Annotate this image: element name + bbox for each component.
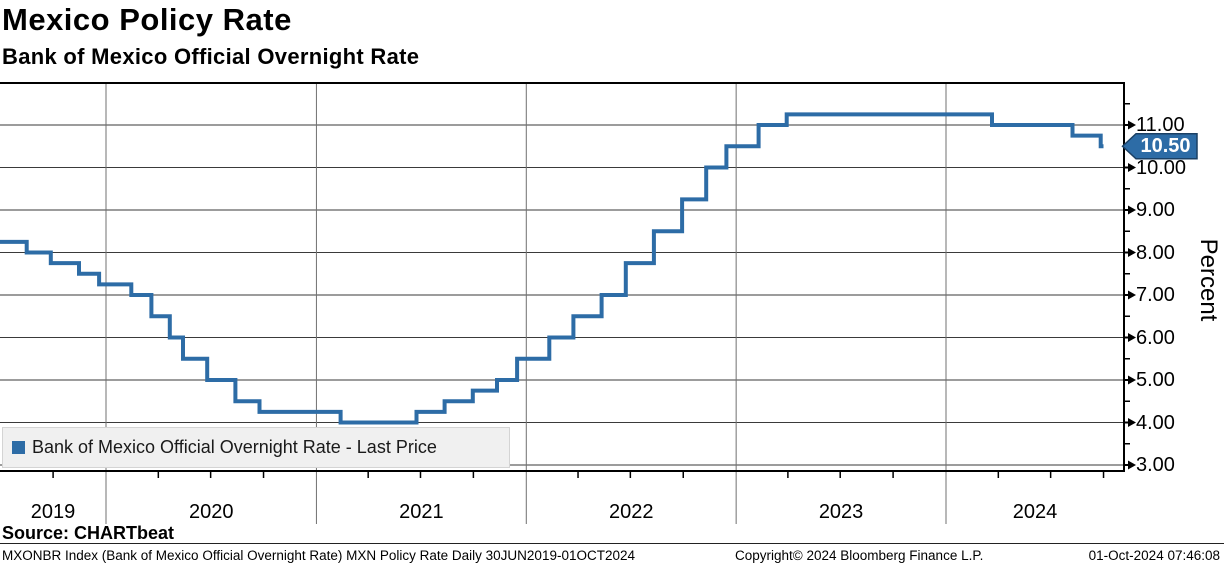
y-axis-label: 10.00 [1136, 156, 1187, 179]
page-subtitle: Bank of Mexico Official Overnight Rate [2, 44, 420, 69]
legend-swatch-icon [12, 441, 25, 454]
y-tick-arrow-icon [1128, 290, 1136, 300]
source-attribution: Source: CHARTbeat [2, 523, 175, 543]
footer-timestamp: 01-Oct-2024 07:46:08 [1088, 548, 1220, 563]
y-tick-arrow-icon [1128, 375, 1136, 385]
last-price-tag [1121, 133, 1198, 160]
footer-divider [0, 543, 1224, 544]
y-axis-label: 9.00 [1136, 199, 1175, 221]
y-tick-arrow-icon [1128, 120, 1136, 130]
page-title: Mexico Policy Rate [2, 2, 292, 37]
y-axis-label: 11.00 [1136, 114, 1185, 136]
y-axis-label: 5.00 [1136, 369, 1175, 391]
footer-security-info: MXONBR Index (Bank of Mexico Official Ov… [2, 548, 635, 563]
y-tick-arrow-icon [1128, 418, 1136, 427]
y-tick-arrow-icon [1128, 460, 1136, 470]
x-axis-year-label: 2019 [30, 501, 76, 523]
x-axis-year-label: 2021 [399, 501, 444, 523]
y-axis-label: 7.00 [1136, 284, 1175, 306]
legend: Bank of Mexico Official Overnight Rate -… [2, 427, 510, 468]
y-tick-arrow-icon [1128, 248, 1136, 257]
y-tick-arrow-icon [1128, 205, 1136, 215]
x-axis-year-label: 2023 [818, 501, 864, 523]
y-tick-arrow-icon [1128, 333, 1136, 342]
x-axis-year-label: 2022 [608, 501, 654, 523]
policy-rate-line [0, 112, 1104, 425]
legend-label: Bank of Mexico Official Overnight Rate -… [32, 437, 437, 457]
x-axis-year-label: 2024 [1012, 501, 1058, 523]
y-axis-label: 3.00 [1136, 454, 1175, 476]
y-axis-label: 8.00 [1136, 241, 1175, 264]
y-axis-label: 6.00 [1136, 326, 1175, 349]
x-axis-year-label: 2020 [188, 501, 234, 523]
y-axis-label: 4.00 [1136, 411, 1175, 434]
footer-copyright: Copyright© 2024 Bloomberg Finance L.P. [735, 548, 984, 563]
y-tick-arrow-icon [1128, 163, 1136, 172]
last-price-tag-value: 10.50 [1140, 135, 1191, 157]
